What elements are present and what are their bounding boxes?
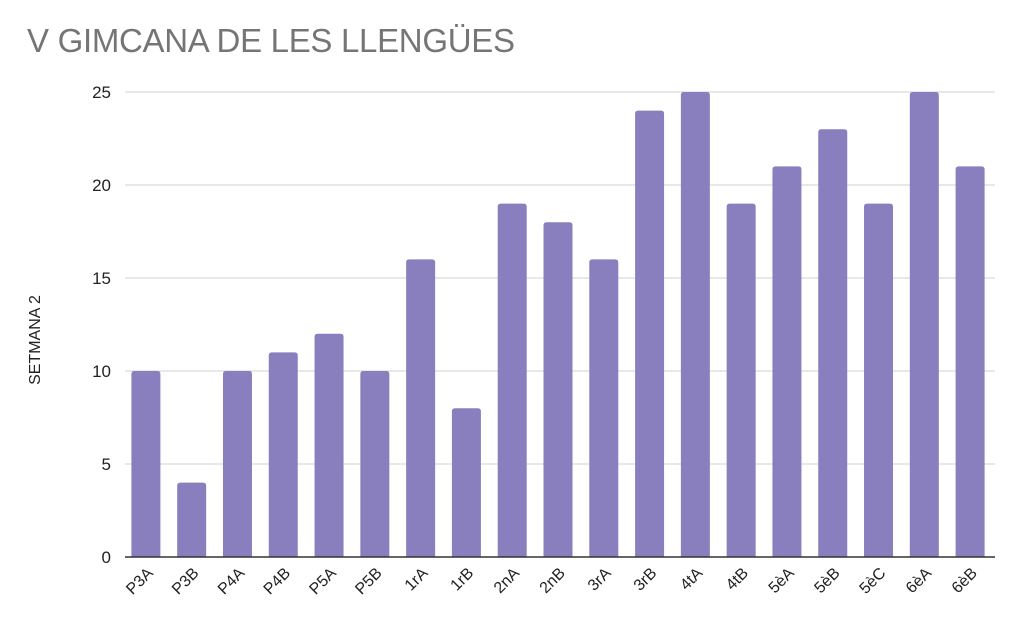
bar-4tA [680, 92, 710, 557]
bar-P5B [360, 371, 390, 557]
y-tick-label: 5 [102, 455, 111, 474]
y-tick-label: 0 [102, 548, 111, 567]
bar-P4A [222, 371, 252, 557]
x-tick-label: 1rA [402, 565, 432, 595]
x-tick-label: 5èC [857, 565, 890, 598]
bar-4tB [726, 203, 756, 557]
x-tick-label: 1rB [448, 565, 478, 595]
y-axis-label: SETMANA 2 [27, 295, 44, 385]
y-tick-label: 15 [92, 269, 111, 288]
bar-1rB [451, 408, 481, 557]
y-tick-label: 20 [92, 176, 111, 195]
x-tick-label: 4tB [723, 565, 752, 594]
bar-5èC [864, 203, 894, 557]
bar-6èB [955, 166, 985, 557]
x-tick-label: P4A [215, 565, 249, 599]
bars [131, 92, 985, 557]
bar-5èB [818, 129, 848, 557]
bar-1rA [406, 259, 436, 557]
bar-P3B [177, 482, 207, 557]
x-tick-label: 5èA [766, 565, 798, 597]
y-tick-label: 25 [92, 83, 111, 102]
bar-P3A [131, 371, 161, 557]
y-tick-label: 10 [92, 362, 111, 381]
bar-2nB [543, 222, 573, 557]
x-axis-ticks: P3A P3B P4A P4B P5A P5B 1rA 1rB 2nA 2nB 3rA 3rB 4tA 4… [123, 565, 981, 599]
x-tick-label: 5èB [811, 565, 843, 597]
y-axis-ticks: 0 5 10 15 20 25 [92, 83, 111, 567]
x-tick-label: 3rB [631, 565, 661, 595]
x-tick-label: 6èA [903, 565, 935, 597]
x-tick-label: 4tA [677, 565, 706, 594]
x-tick-label: P3A [123, 565, 157, 599]
x-tick-label: P3B [169, 565, 202, 598]
x-tick-label: 6èB [949, 565, 981, 597]
bar-P5A [314, 333, 344, 557]
x-tick-label: 3rA [585, 565, 615, 595]
bar-2nA [497, 203, 527, 557]
chart-title: V GIMCANA DE LES LLENGÜES [27, 22, 515, 59]
bar-3rB [635, 110, 665, 557]
x-tick-label: 2nB [537, 565, 569, 597]
bar-6èA [909, 92, 939, 557]
bar-P4B [268, 352, 298, 557]
x-tick-label: P5B [352, 565, 385, 598]
x-tick-label: P5A [306, 565, 340, 599]
bar-5èA [772, 166, 802, 557]
x-tick-label: P4B [261, 565, 294, 598]
x-tick-label: 2nA [491, 565, 523, 597]
bar-3rA [589, 259, 619, 557]
